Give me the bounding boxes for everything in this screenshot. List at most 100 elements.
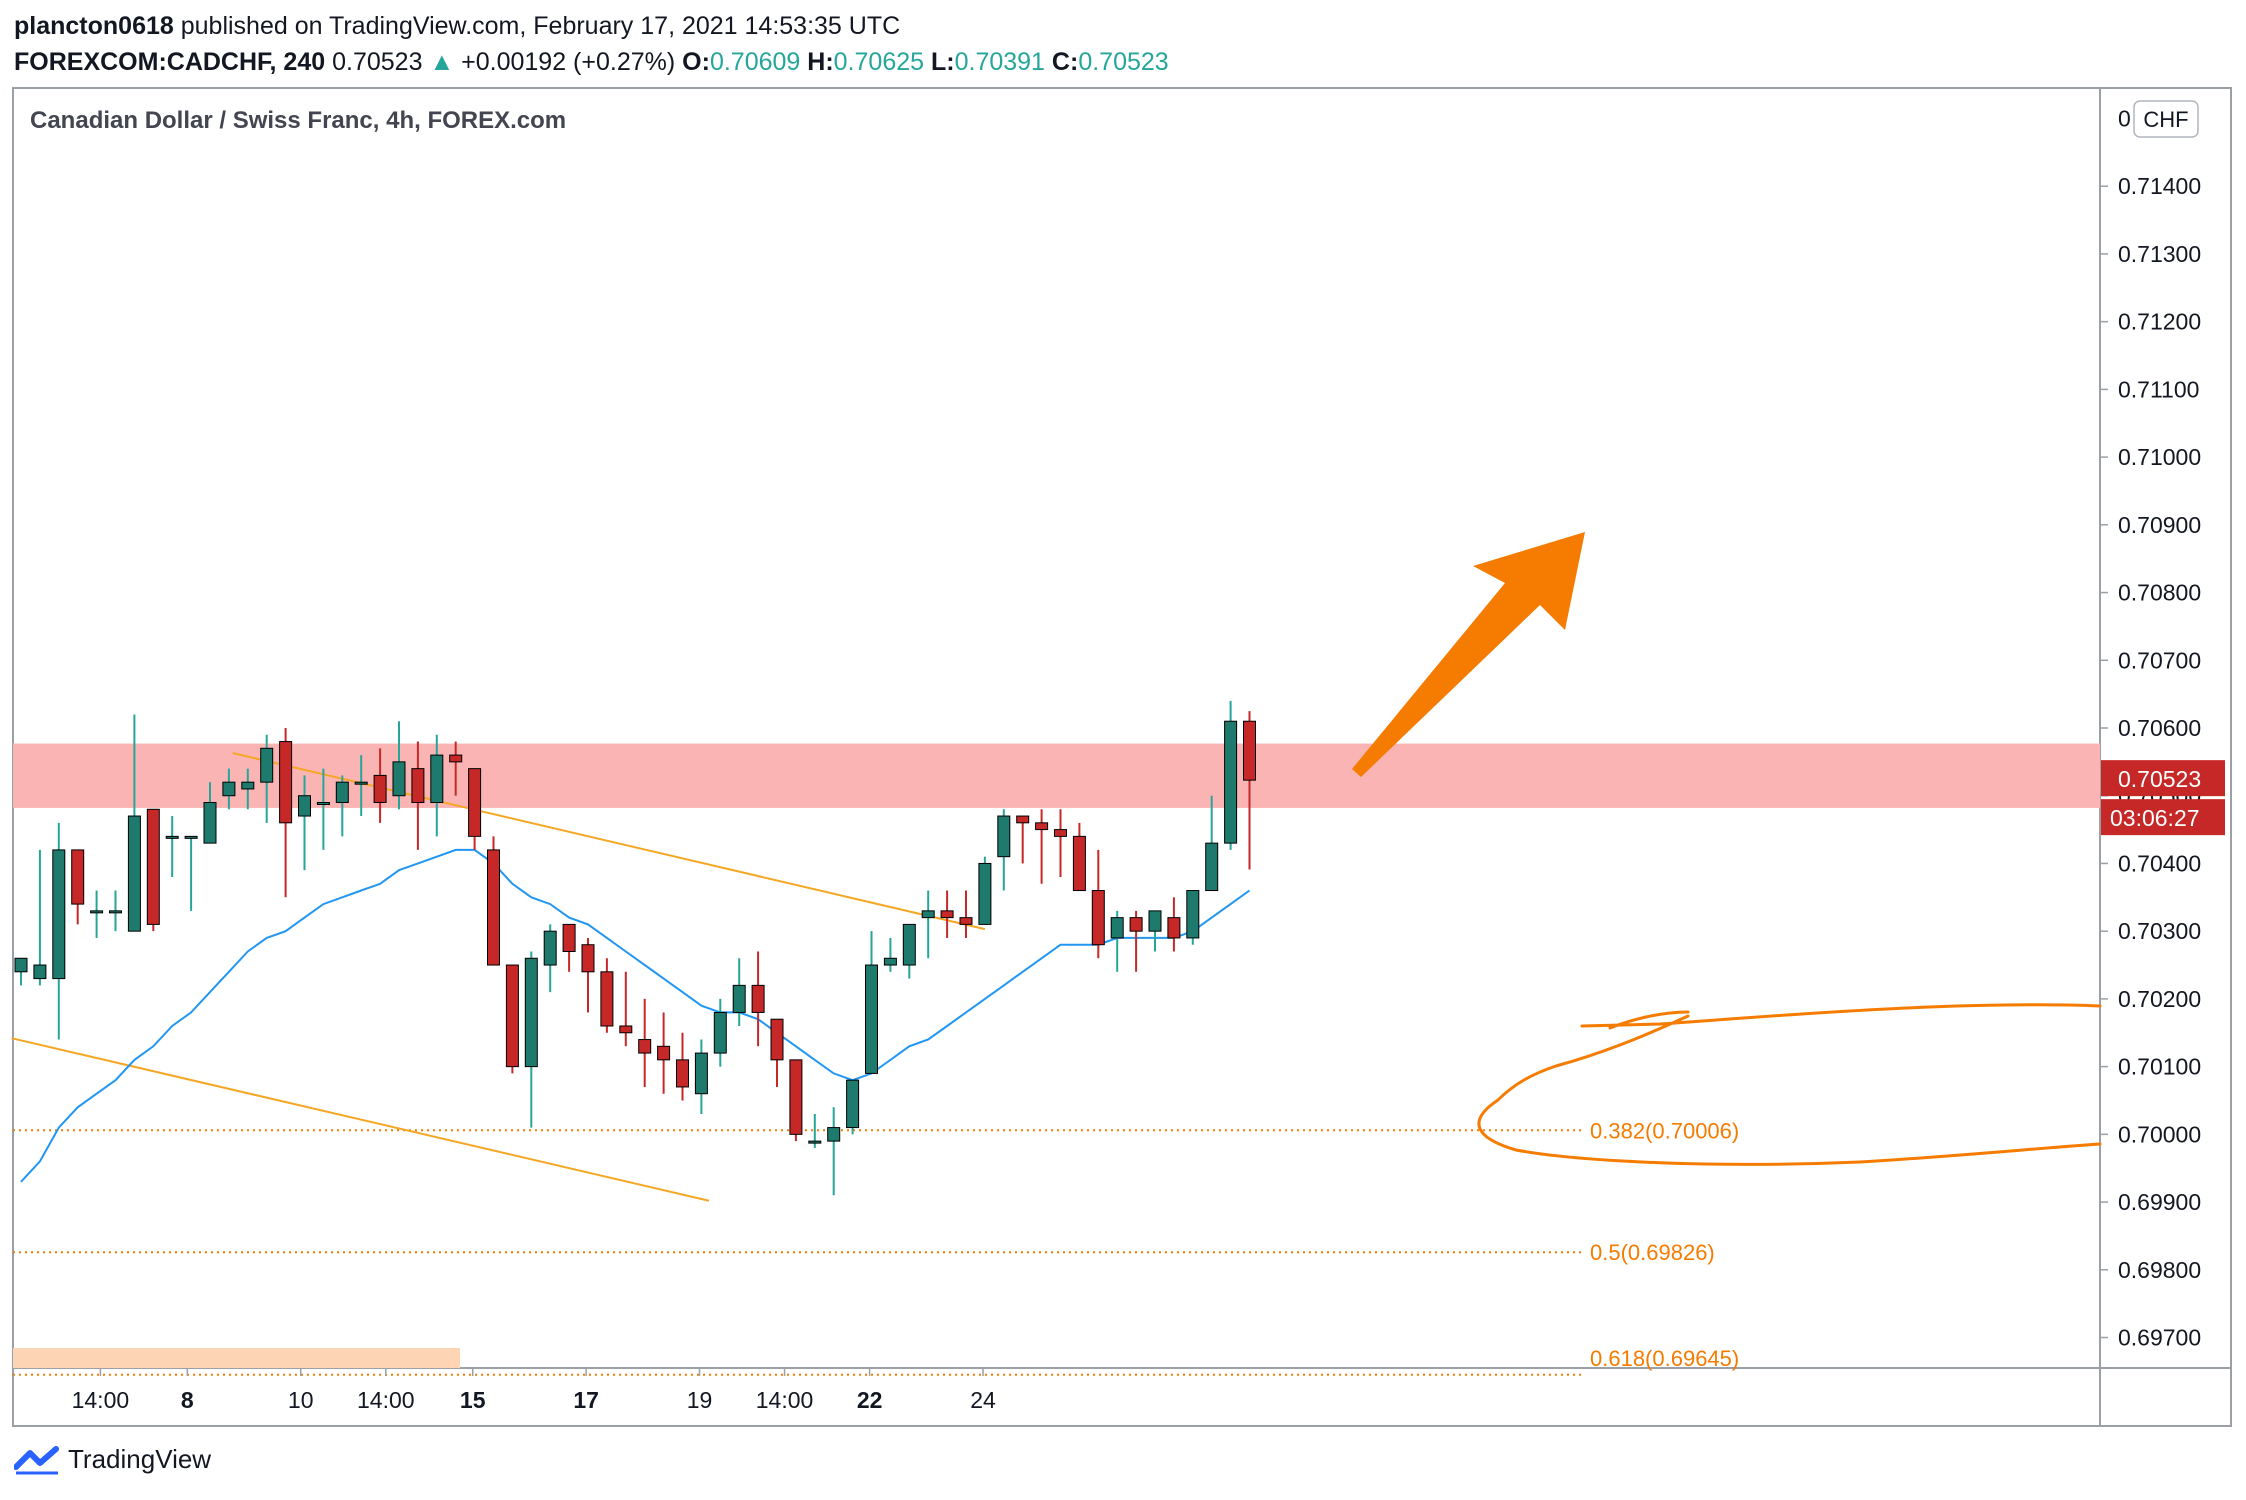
candle-body [127,815,141,932]
candle-body [1016,815,1030,824]
candle-body [562,923,576,952]
fib-level-label: 0.382(0.70006) [1590,1118,1739,1143]
candle [222,768,236,810]
candle [808,1114,822,1148]
moving-average-layer [20,848,1251,1183]
time-axis[interactable]: 14:00 8 10 14:00 15 17 19 14:00 22 24 [72,1368,996,1413]
candle [921,890,935,959]
candle-body [90,910,104,914]
publish-info: published on TradingView.com, February 1… [180,12,901,40]
candle-body [883,957,897,966]
candle [638,998,652,1087]
candle-body [676,1059,689,1088]
candle [978,856,992,925]
candle-body [146,808,160,925]
candle-body [109,910,122,914]
candle [1035,809,1049,884]
currency-badge-box [2133,100,2199,138]
candle [411,741,425,850]
price-axis[interactable]: 0.71400 0.71300 0.71200 0.71100 0.71000 0.709… [2100,105,2225,1351]
candle [203,782,217,844]
countdown-tag-box [2101,799,2225,836]
close-label: C: [1051,48,1079,76]
candle [657,1012,671,1094]
candle [14,957,28,986]
up-arrow-icon: ▲ [429,48,455,76]
low-value: 0.70391 [954,48,1045,76]
candle-body [732,984,746,1013]
candle-body [52,849,66,980]
candle [1167,897,1181,952]
price-tick-label: 0.69800 [2118,1257,2201,1283]
candle [127,714,141,932]
publish-line: plancton0618 published on TradingView.co… [14,8,1169,44]
candle-body [1243,720,1256,781]
symbol-line: FOREXCOM:CADCHF, 240 0.70523 ▲ +0.00192 … [14,44,1169,80]
candle-body [335,781,349,803]
candle [902,923,916,979]
candle-body [14,957,28,973]
candle [1224,700,1238,850]
candle-body [827,1127,841,1142]
time-tick-label: 15 [460,1387,486,1413]
candles-layer [14,700,1256,1196]
candle-body [184,835,198,839]
price-tick-label: 0.70400 [2118,850,2201,876]
candle [543,924,557,993]
price-tick-label: 0.71300 [2118,241,2201,267]
last-price-tag-box [2101,760,2225,797]
up-right-arrow-icon[interactable] [1352,532,1585,777]
candle-body [997,815,1011,858]
price-tick-label: 0.71000 [2118,444,2201,470]
candle [468,768,482,850]
price-tick-label: 0.70300 [2118,918,2201,944]
time-tick-label: 19 [687,1387,713,1413]
candle [487,836,500,966]
brand-name[interactable]: TradingView [68,1444,212,1474]
price-tick-label: 0.70200 [2118,986,2201,1012]
candle [260,734,274,823]
currency-badge[interactable]: CHF [2143,107,2188,132]
trend-line-lower-channel[interactable] [11,1037,710,1202]
candle [1148,910,1162,952]
candle-body [713,1011,727,1054]
publisher-name[interactable]: plancton0618 [14,12,174,40]
price-tick-label: 0.70700 [2118,647,2201,673]
candle [184,835,198,911]
fib-levels-layer: 0.382(0.70006) 0.5(0.69826) 0.618(0.69645) [13,1118,1739,1376]
hand-drawn-loop-curve[interactable] [1477,1003,2102,1166]
candle-body [165,835,179,839]
candle-body [581,944,595,973]
candle [676,1032,689,1101]
candle-body [449,754,463,763]
price-tick-label: 0.69900 [2118,1189,2201,1215]
price-tick-label: 0.71100 [2118,376,2199,402]
time-tick-label: 14:00 [72,1387,130,1413]
candle [1072,822,1086,892]
tradingview-logo-icon [14,1445,59,1474]
candle-body [694,1052,708,1095]
price-tick-label: 0.70900 [2118,512,2201,538]
high-label: H: [807,48,834,76]
candle [316,768,330,850]
candle-body [600,971,614,1027]
candle [373,748,387,823]
candle [827,1107,841,1196]
candle [1129,910,1143,972]
candle [846,1079,860,1135]
candle-body [1110,917,1124,939]
countdown-tag: 03:06:27 [2110,805,2200,831]
candle-body [316,801,330,805]
candle-body [657,1045,671,1061]
candle-body [1205,842,1219,892]
symbol-label: FOREXCOM:CADCHF, 240 [14,48,326,76]
candle [1110,910,1124,972]
candle [90,890,104,938]
candle-body [373,774,387,803]
drawings-layer [1352,532,2102,1166]
candle-body [298,795,311,817]
candle-body [619,1025,633,1034]
candle-body [430,754,444,803]
candle-body [354,781,368,785]
